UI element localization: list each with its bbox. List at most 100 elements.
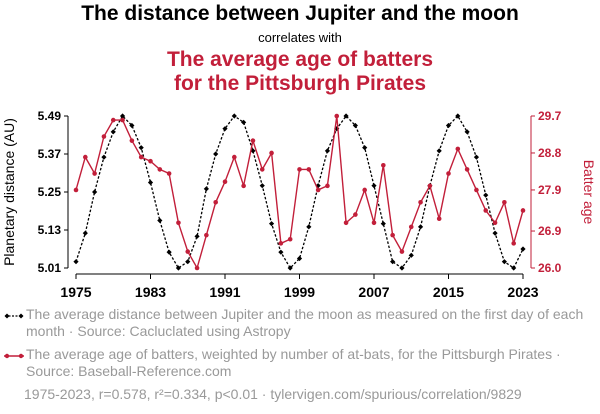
series-jupiter-point — [101, 154, 107, 160]
legend-swatch-jupiter — [4, 313, 24, 319]
series-batter-age-point — [73, 187, 79, 193]
legend-text-jupiter: The average distance between Jupiter and… — [26, 306, 584, 339]
series-batter-age-point — [325, 183, 330, 189]
series-batter-age-point — [474, 187, 479, 193]
series-batter-age-point — [101, 134, 107, 139]
series-jupiter-point — [129, 122, 135, 129]
chart-axes: 1975 1983 1991 1999 2007 2015 2023 5.01 5.13 5.25… — [1, 109, 597, 300]
right-tick-label: 26.0 — [538, 261, 562, 275]
series-jupiter-point — [287, 265, 293, 271]
series-jupiter-point — [147, 179, 154, 186]
chart-title: The distance between Jupiter and the moo… — [81, 2, 519, 25]
left-tick-label: 5.37 — [38, 147, 62, 161]
series-jupiter-point — [73, 259, 79, 265]
series-batter-age-point — [110, 117, 116, 123]
series-batter-age-point — [120, 117, 125, 123]
series-jupiter-point — [455, 113, 461, 119]
left-tick-label: 5.49 — [38, 109, 62, 123]
x-tick-label: 1975 — [60, 284, 91, 300]
series-jupiter-point — [241, 119, 247, 125]
series-jupiter-point — [194, 233, 200, 239]
series-jupiter-point — [417, 224, 424, 230]
series-jupiter-point — [268, 221, 275, 227]
series-jupiter-point — [138, 145, 144, 151]
series-jupiter-point — [175, 265, 182, 271]
series-batter-age-point — [297, 167, 302, 172]
series-batter-age-point — [222, 179, 228, 185]
series-jupiter-point — [82, 230, 88, 236]
series-jupiter-point — [278, 249, 284, 255]
series-jupiter-point — [296, 255, 303, 262]
left-axis-label: Planetary distance (AU) — [1, 118, 17, 266]
series-jupiter-point — [110, 129, 116, 135]
series-batter-age-point — [511, 241, 516, 246]
series-jupiter-point — [185, 259, 191, 265]
series-jupiter-point — [473, 154, 480, 160]
x-tick-label: 2007 — [358, 284, 389, 300]
left-tick-label: 5.13 — [38, 223, 62, 237]
right-axis-label: Batter age — [581, 160, 597, 225]
series-batter-age-point — [213, 199, 218, 205]
x-tick-label: 1983 — [135, 284, 166, 300]
series-jupiter-point — [203, 186, 209, 192]
series-batter-age-point — [502, 199, 507, 205]
subtitle-line-2: for the Pittsburgh Pirates — [173, 72, 427, 95]
series-jupiter-point — [92, 189, 98, 195]
x-tick-label: 1991 — [209, 284, 240, 300]
x-tick-label: 2015 — [433, 284, 464, 300]
series-jupiter-point — [213, 151, 219, 157]
x-tick-label: 2023 — [507, 284, 538, 300]
series-jupiter-point — [464, 129, 470, 135]
series-batter-age-point — [362, 187, 367, 193]
series-batter-age-point — [399, 249, 405, 254]
right-tick-label: 27.9 — [538, 183, 562, 197]
series-batter-age-point — [371, 220, 377, 226]
series-jupiter-line — [75, 114, 524, 270]
series-jupiter-point — [166, 249, 172, 255]
series-jupiter-point — [324, 148, 331, 154]
series-jupiter-point — [157, 217, 163, 224]
series-batter-age-point — [306, 167, 312, 172]
series-jupiter-point — [352, 122, 358, 129]
series-batter-age-point — [381, 162, 386, 168]
series-batter-age-point — [269, 150, 274, 156]
series-jupiter-point — [306, 224, 312, 230]
series-jupiter-point — [119, 113, 126, 119]
series-jupiter-point — [511, 265, 517, 271]
right-tick-label: 29.7 — [538, 109, 562, 123]
series-batter-age-point — [185, 249, 191, 254]
series-jupiter-point — [408, 252, 414, 258]
series-batter-age-point — [176, 220, 181, 226]
series-batter-age-point — [408, 224, 414, 230]
series-batter-age-point — [250, 138, 256, 143]
series-batter-age-point — [259, 167, 265, 172]
series-batter-age-point — [241, 183, 246, 189]
series-jupiter-point — [436, 148, 442, 154]
series-batter-age-line — [75, 115, 524, 270]
right-tick-label: 26.9 — [538, 224, 562, 238]
series-batter-age-point — [232, 154, 237, 160]
series-batter-age-point — [492, 220, 498, 226]
series-batter-age-point — [83, 154, 88, 160]
series-batter-age-point — [427, 183, 433, 189]
series-jupiter-point — [343, 113, 349, 119]
series-batter-age-point — [204, 232, 209, 238]
series-batter-age-point — [446, 171, 451, 176]
series-jupiter-point — [371, 183, 377, 189]
legend-text-batter-age: The average age of batters, weighted by … — [26, 346, 561, 379]
series-batter-age-point — [464, 167, 470, 172]
legend-swatch-batter-age — [4, 353, 24, 359]
chart-footer: 1975-2023, r=0.578, r²=0.334, p<0.01 · t… — [24, 386, 522, 402]
left-tick-label: 5.01 — [38, 261, 62, 275]
series-batter-age-point — [315, 187, 321, 193]
series-jupiter-point — [259, 183, 265, 189]
series-batter-age-point — [148, 158, 153, 164]
series-batter-age-point — [436, 216, 442, 222]
series-jupiter-point — [483, 192, 489, 198]
series-batter-age-point — [129, 138, 135, 143]
series-batter-age-point — [138, 154, 144, 160]
series-batter-age-point — [353, 212, 358, 217]
series-batter-age-point — [92, 171, 97, 176]
series-batter-age-point — [390, 232, 395, 238]
series-jupiter-point — [231, 113, 237, 119]
